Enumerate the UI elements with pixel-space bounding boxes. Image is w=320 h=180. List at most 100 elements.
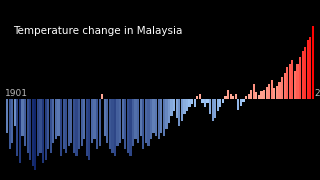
Bar [243, 99, 244, 102]
Bar [93, 99, 96, 139]
Bar [111, 99, 114, 153]
Bar [255, 92, 258, 99]
Bar [201, 99, 204, 103]
Bar [253, 84, 255, 99]
Bar [21, 99, 24, 136]
Bar [307, 40, 309, 99]
Bar [237, 99, 239, 110]
Bar [273, 88, 276, 99]
Bar [276, 86, 278, 99]
Bar [70, 99, 72, 143]
Bar [76, 99, 77, 156]
Bar [32, 99, 34, 166]
Bar [289, 64, 291, 99]
Bar [134, 99, 137, 139]
Bar [245, 96, 247, 99]
Bar [176, 99, 178, 118]
Bar [212, 99, 214, 121]
Bar [65, 99, 67, 153]
Bar [181, 99, 183, 121]
Bar [16, 99, 19, 156]
Bar [37, 99, 39, 156]
Bar [142, 99, 144, 149]
Bar [116, 99, 119, 146]
Bar [165, 99, 167, 129]
Bar [122, 99, 124, 139]
Bar [209, 99, 211, 114]
Bar [206, 99, 209, 103]
Bar [224, 96, 227, 99]
Bar [104, 99, 106, 136]
Bar [147, 99, 149, 146]
Bar [301, 51, 304, 99]
Bar [124, 99, 126, 149]
Bar [271, 80, 273, 99]
Bar [145, 99, 147, 143]
Bar [109, 99, 111, 149]
Bar [222, 99, 224, 103]
Bar [81, 99, 83, 146]
Bar [137, 99, 139, 143]
Bar [158, 99, 160, 139]
Bar [150, 99, 152, 139]
Bar [268, 84, 270, 99]
Bar [44, 99, 47, 160]
Bar [186, 99, 188, 111]
Bar [127, 99, 129, 153]
Bar [312, 26, 314, 99]
Text: 2020: 2020 [314, 89, 320, 98]
Bar [263, 90, 265, 99]
Bar [250, 90, 252, 99]
Bar [50, 99, 52, 153]
Bar [57, 99, 60, 136]
Bar [178, 99, 180, 126]
Bar [284, 73, 286, 99]
Bar [106, 99, 108, 143]
Bar [55, 99, 57, 139]
Bar [155, 99, 157, 136]
Bar [47, 99, 49, 149]
Bar [140, 99, 142, 136]
Bar [296, 64, 299, 99]
Bar [196, 96, 198, 99]
Bar [171, 99, 173, 116]
Bar [286, 67, 288, 99]
Bar [52, 99, 54, 143]
Bar [260, 91, 263, 99]
Bar [299, 57, 301, 99]
Bar [214, 99, 216, 118]
Bar [9, 99, 11, 149]
Bar [191, 99, 193, 104]
Bar [14, 99, 16, 126]
Bar [304, 46, 306, 99]
Bar [258, 95, 260, 99]
Bar [60, 99, 62, 156]
Bar [27, 99, 29, 153]
Bar [188, 99, 191, 107]
Bar [173, 99, 175, 111]
Bar [278, 82, 281, 99]
Bar [42, 99, 44, 163]
Bar [62, 99, 65, 149]
Bar [83, 99, 85, 139]
Bar [219, 99, 221, 107]
Bar [19, 99, 21, 163]
Bar [232, 96, 234, 99]
Bar [168, 99, 170, 123]
Bar [68, 99, 70, 146]
Text: Temperature change in Malaysia: Temperature change in Malaysia [12, 26, 182, 36]
Bar [73, 99, 75, 153]
Bar [248, 94, 250, 99]
Bar [294, 71, 296, 99]
Bar [29, 99, 31, 160]
Bar [99, 99, 101, 146]
Bar [132, 99, 134, 146]
Bar [199, 94, 201, 99]
Bar [204, 99, 206, 107]
Bar [229, 94, 232, 99]
Bar [194, 99, 196, 107]
Bar [235, 94, 237, 99]
Bar [11, 99, 13, 143]
Bar [266, 87, 268, 99]
Bar [34, 99, 36, 170]
